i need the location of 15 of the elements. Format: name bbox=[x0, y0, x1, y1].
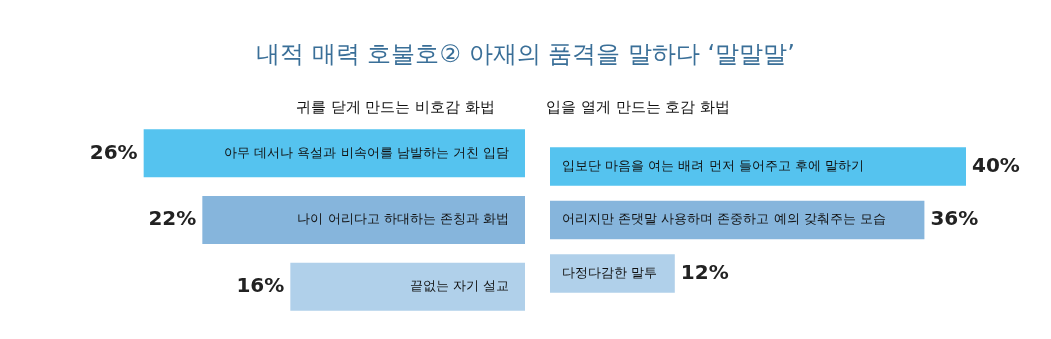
chart-subtitle: 귀를 닫게 만드는 비호감 화법 bbox=[294, 98, 496, 118]
data-label: 40% bbox=[972, 152, 1020, 177]
y-tick-label: 나이 어리다고 하대하는 존칭과 화법 bbox=[297, 211, 509, 227]
chart-subtitle: 입을 열게 만드는 호감 화법 bbox=[545, 98, 732, 118]
y-tick-label: 입보단 마음을 여는 배려 먼저 들어주고 후에 말하기 bbox=[562, 157, 864, 173]
y-tick-label: 어리지만 존댓말 사용하며 존중하고 예의 갖춰주는 모습 bbox=[562, 211, 886, 227]
data-label: 22% bbox=[148, 206, 197, 231]
data-label: 36% bbox=[930, 206, 979, 231]
chart-title: 내적 매력 호불호② 아재의 품격을 말하다 ‘말말말’ bbox=[255, 39, 796, 70]
data-label: 12% bbox=[680, 259, 729, 284]
data-label: 16% bbox=[236, 272, 285, 297]
y-tick-label: 아무 데서나 욕설과 비속어를 남발하는 거친 입담 bbox=[224, 144, 509, 160]
y-tick-label: 끝없는 자기 설교 bbox=[409, 278, 509, 294]
y-tick-label: 다정다감한 말투 bbox=[562, 264, 658, 280]
data-label: 26% bbox=[89, 139, 138, 164]
